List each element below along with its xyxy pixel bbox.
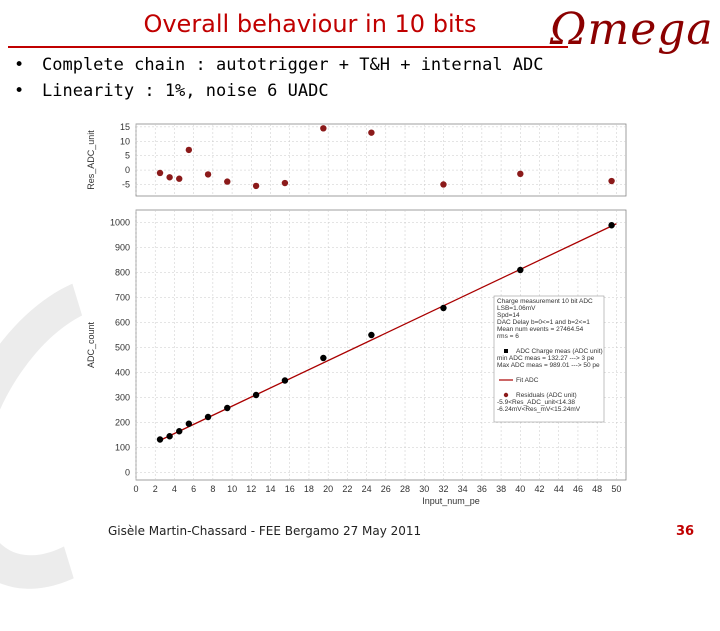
legend-text: ADC Charge meas (ADC unit) [516, 348, 603, 355]
bullet-item: Complete chain : autotrigger + T&H + int… [14, 52, 544, 78]
x-tick-label: 0 [133, 484, 138, 494]
x-tick-label: 6 [191, 484, 196, 494]
x-tick-label: 50 [611, 484, 621, 494]
residual-y-tick-label: -5 [122, 179, 130, 189]
fit-line [157, 223, 617, 442]
y-tick-label: 200 [115, 418, 130, 428]
adc-data-point [517, 266, 524, 274]
x-tick-label: 12 [246, 484, 256, 494]
x-tick-label: 22 [342, 484, 352, 494]
bullet-list: Complete chain : autotrigger + T&H + int… [14, 52, 544, 104]
legend-text: Residuals (ADC unit) [516, 392, 577, 399]
residual-data-point [204, 171, 212, 178]
residual-data-point [368, 129, 375, 136]
adc-data-point [224, 404, 231, 412]
adc-data-point [156, 436, 164, 443]
x-tick-label: 28 [400, 484, 410, 494]
legend-text: -5.9<Res_ADC_unit<14.38 [497, 399, 575, 406]
legend-text: Spd=14 [497, 312, 520, 319]
x-tick-label: 8 [210, 484, 215, 494]
x-tick-label: 34 [458, 484, 468, 494]
legend-text: DAC Delay b=0<=1 and b=2<=1 [497, 319, 590, 326]
adc-linearity-chart: 0 2 4 6 8 10 12 14 16 18 20 22 24 26 28 30 32 34 36 38 40 42 4… [86, 122, 627, 506]
x-tick-label: 4 [172, 484, 177, 494]
y-tick-label: 700 [115, 293, 130, 303]
y-tick-label: 600 [115, 318, 130, 328]
adc-data-point [204, 413, 212, 421]
x-tick-label: 2 [153, 484, 158, 494]
omega-logo: Ωmega [550, 4, 714, 55]
adc-data-point [176, 428, 183, 435]
adc-data-point [608, 222, 615, 229]
residual-data-point [224, 178, 231, 185]
x-axis-title: Input_num_pe [422, 496, 480, 506]
adc-data-point [166, 433, 173, 440]
x-tick-label: 40 [515, 484, 525, 494]
residual-y-tick-label: 10 [120, 136, 130, 146]
y-tick-label: 900 [115, 243, 130, 253]
residual-plot-frame [135, 123, 627, 197]
residual-data-point [156, 169, 164, 177]
adc-data-point [185, 420, 193, 427]
residual-data-point [166, 174, 173, 181]
legend-text: min ADC meas = 132.27 ---> 3 pe [497, 355, 595, 362]
adc-data-point [281, 377, 289, 384]
adc-data-point [320, 354, 327, 362]
bullet-item: Linearity : 1%, noise 6 UADC [14, 78, 544, 104]
y-tick-label: 100 [115, 443, 130, 453]
y-tick-label: 800 [115, 268, 130, 278]
residual-y-tick-label: 5 [125, 151, 130, 161]
x-tick-label: 46 [573, 484, 583, 494]
x-tick-label: 38 [496, 484, 506, 494]
residual-data-point [517, 170, 524, 178]
x-tick-label: 42 [535, 484, 545, 494]
legend-adc-marker [504, 349, 508, 353]
y-tick-label: 300 [115, 393, 130, 403]
x-tick-label: 48 [592, 484, 602, 494]
legend-text: Max ADC meas = 989.01 ---> 50 pe [497, 362, 600, 369]
legend-text: -6.24mV<Res_mV<15.24mV [497, 406, 581, 413]
adc-data-point [252, 391, 260, 399]
x-tick-label: 18 [304, 484, 314, 494]
legend-box [493, 295, 605, 423]
adc-data-point [368, 331, 375, 339]
title-underline [8, 46, 568, 48]
residual-data-point [608, 177, 615, 185]
residual-y-axis-title: Res_ADC_unit [86, 130, 96, 190]
residual-data-point [281, 179, 289, 187]
y-tick-label: 500 [115, 343, 130, 353]
residual-data-point [440, 181, 447, 188]
y-tick-label: 0 [125, 468, 130, 478]
x-tick-label: 20 [323, 484, 333, 494]
x-tick-label: 14 [266, 484, 276, 494]
slide-title: Overall behaviour in 10 bits [143, 10, 477, 38]
x-tick-label: 36 [477, 484, 487, 494]
residual-data-point [320, 125, 327, 132]
y-axis-title: ADC_count [86, 321, 96, 368]
residual-y-tick-label: 15 [120, 122, 130, 132]
x-tick-label: 32 [438, 484, 448, 494]
x-tick-label: 10 [227, 484, 237, 494]
x-tick-label: 30 [419, 484, 429, 494]
x-tick-label: 26 [381, 484, 391, 494]
legend-text: Mean num events = 27464.54 [497, 326, 584, 333]
residual-data-point [176, 175, 183, 182]
x-tick-label: 24 [362, 484, 372, 494]
legend-text: rms = 6 [497, 333, 519, 340]
residual-y-tick-label: 0 [125, 165, 130, 175]
legend-residual-marker [503, 392, 509, 398]
x-tick-label: 16 [285, 484, 295, 494]
residual-data-point [185, 146, 193, 154]
residual-data-point [252, 182, 260, 190]
adc-data-point [440, 304, 447, 312]
legend-text: Charge measurement 10 bit ADC [497, 298, 593, 305]
legend-text: LSB=1.06mV [497, 305, 536, 312]
x-tick-label: 44 [554, 484, 564, 494]
footer-text: Gisèle Martin-Chassard - FEE Bergamo 27 … [108, 524, 422, 538]
legend-text: Fit ADC [516, 377, 539, 384]
y-tick-label: 400 [115, 368, 130, 378]
y-tick-label: 1000 [110, 218, 130, 228]
page-number: 36 [676, 524, 695, 539]
